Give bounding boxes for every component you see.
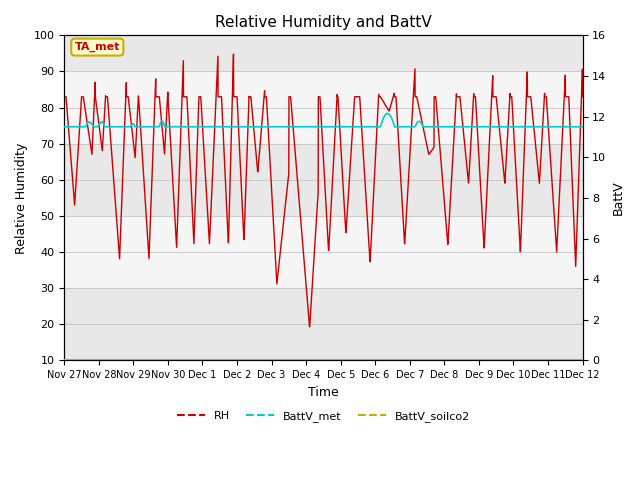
Bar [64,288,582,360]
Title: Relative Humidity and BattV: Relative Humidity and BattV [215,15,432,30]
Bar [64,216,582,288]
Text: TA_met: TA_met [75,42,120,52]
Y-axis label: Relative Humidity: Relative Humidity [15,142,28,253]
Legend: RH, BattV_met, BattV_soilco2: RH, BattV_met, BattV_soilco2 [172,407,474,426]
Y-axis label: BattV: BattV [612,180,625,215]
Bar [64,144,582,216]
Bar [64,0,582,72]
Bar [64,72,582,144]
X-axis label: Time: Time [308,386,339,399]
